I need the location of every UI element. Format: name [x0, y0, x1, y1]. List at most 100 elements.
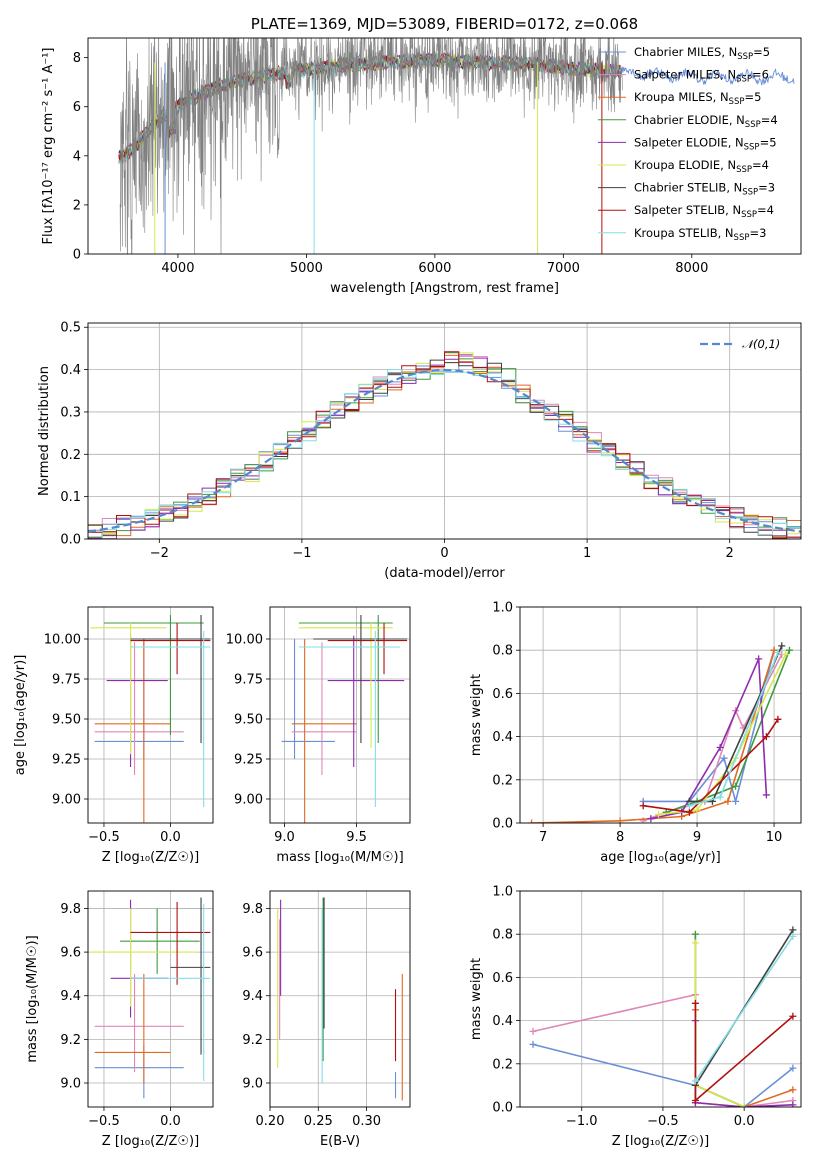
massweight_vs_Z-ytick-label: 0.0	[492, 1101, 513, 1116]
massweight-point-chabrier-miles	[732, 797, 740, 805]
spectrum-xtick-label: 6000	[418, 261, 451, 276]
massweight-point-salpeter-miles	[529, 1027, 537, 1035]
massweight-point-salpeter-stelib	[685, 808, 693, 816]
massweight_vs_age-xtick-label: 7	[539, 830, 547, 845]
residuals-ytick-label: 0.1	[60, 490, 81, 505]
spectrum-ytick-label: 6	[73, 100, 81, 115]
massweight_vs_age-chart: 7 8 9 10 0.0 0.2 0.4 0.6 0.8 1.0 age [log₁₀(age/yr…	[469, 601, 802, 865]
massweight_vs_Z-xtick-label: −1.0	[566, 1114, 598, 1129]
spectrum-xtick-label: 4000	[161, 261, 194, 276]
massweight_vs_Z-ylabel: mass weight	[469, 958, 484, 1040]
spectrum-xtick-label: 5000	[290, 261, 323, 276]
mass_vs_Z-ytick-label: 9.8	[60, 902, 81, 917]
mass_vs_EBV-ytick-label: 9.0	[242, 1077, 263, 1092]
residuals-ytick-label: 0.0	[60, 533, 81, 548]
errorbar-kroupa-miles	[94, 639, 171, 823]
errorbar-salpeter-miles	[94, 642, 184, 775]
residuals-ytick-label: 0.2	[60, 448, 81, 463]
age_vs_Z-plot-area	[90, 615, 211, 823]
errorbar-kroupa-elodie	[298, 623, 393, 748]
massweight-point-kroupa-stelib	[774, 648, 782, 656]
errorbar-kroupa-stelib	[130, 631, 211, 807]
age_vs_Z-chart: −0.5 0.0 9.00 9.25 9.50 9.75 10.00 Z [log₁₀(Z/Z…	[13, 606, 214, 865]
massweight_vs_Z-plot-area	[529, 926, 797, 1107]
errorbar-chabrier-miles	[281, 639, 335, 759]
age_vs_mass-chart: 9.0 9.5 9.00 9.25 9.50 9.75 10.00 mass [log₁₀(M…	[226, 606, 411, 865]
axes-frame	[269, 890, 411, 1108]
massweight-point-chabrier-miles	[789, 1064, 797, 1072]
errorbar-chabrier-elodie	[103, 615, 204, 735]
axes-frame	[519, 890, 802, 1108]
massweight-point-salpeter-stelib	[762, 733, 770, 741]
errorbar-kroupa-stelib	[130, 904, 211, 1081]
massweight-point-salpeter-elodie	[762, 791, 770, 799]
age_vs_Z-ytick-label: 9.50	[52, 713, 81, 728]
massweight-point-salpeter-elodie	[716, 743, 724, 751]
errorbar-salpeter-stelib	[130, 623, 211, 675]
massweight_vs_age-ytick-label: 0.6	[492, 687, 513, 702]
mass_vs_Z-xtick-label: −0.5	[88, 1114, 120, 1129]
spectrum-observed-data	[119, 38, 623, 254]
legend-entry-kroupa-miles: Kroupa MILES, NSSP=5	[634, 90, 761, 107]
errorbar-kroupa-stelib	[298, 631, 400, 807]
age_vs_Z-xtick-label: 0.0	[160, 830, 181, 845]
massweight-point-kroupa-miles	[616, 817, 624, 823]
massweight_vs_age-ytick-label: 0.2	[492, 773, 513, 788]
residuals-xtick-label: 0	[440, 546, 448, 561]
axes-frame	[87, 606, 214, 824]
mass_vs_EBV-xtick-label: 0.30	[352, 1114, 381, 1129]
residuals-ytick-label: 0.5	[60, 321, 81, 336]
residuals-xtick-label: 2	[726, 546, 734, 561]
massweight_vs_age-ylabel: mass weight	[469, 674, 484, 756]
age_vs_mass-ytick-label: 10.00	[226, 633, 263, 648]
errorbar-salpeter-stelib	[327, 623, 408, 675]
massweight_vs_Z-xtick-label: −0.5	[647, 1114, 679, 1129]
massweight-point-kroupa-elodie	[693, 806, 701, 814]
massweight-point-salpeter-stelib	[691, 1097, 699, 1105]
massweight-line-kroupa-elodie	[694, 942, 745, 1107]
massweight-point-salpeter-elodie	[647, 815, 655, 823]
mass_vs_EBV-ytick-label: 9.6	[242, 946, 263, 961]
errorbar-kroupa-miles	[291, 639, 357, 823]
mass_vs_EBV-xtick-label: 0.20	[256, 1114, 285, 1129]
age_vs_mass-xtick-label: 9.0	[274, 830, 295, 845]
massweight_vs_Z-ytick-label: 0.4	[492, 1014, 513, 1029]
axes-frame	[87, 322, 802, 540]
spectrum-ytick-label: 2	[73, 198, 81, 213]
massweight-point-chabrier-elodie	[732, 782, 740, 790]
massweight-point-chabrier-elodie	[662, 808, 670, 816]
massweight_vs_Z-ytick-label: 0.2	[492, 1057, 513, 1072]
age_vs_Z-ytick-label: 10.00	[44, 633, 81, 648]
residuals-plot-area	[88, 351, 801, 539]
mass_vs_Z-chart: −0.5 0.0 9.0 9.2 9.4 9.6 9.8 Z [log₁₀(Z/Z☉)] mas…	[25, 890, 214, 1149]
residuals-xlabel: (data-model)/error	[384, 566, 505, 581]
spectrum-xlabel: wavelength [Angstrom, rest frame]	[330, 281, 559, 296]
massweight-point-salpeter-stelib	[789, 1012, 797, 1020]
spectrum-title: PLATE=1369, MJD=53089, FIBERID=0172, z=0…	[251, 15, 638, 33]
age_vs_mass-plot-area	[281, 615, 408, 823]
massweight-point-chabrier-miles	[720, 754, 728, 762]
massweight_vs_Z-ytick-label: 0.6	[492, 971, 513, 986]
residuals-xtick-label: −1	[292, 546, 311, 561]
errorbar-salpeter-stelib	[130, 901, 211, 985]
spectrum-xtick-label: 8000	[675, 261, 708, 276]
massweight-point-kroupa-elodie	[740, 1103, 748, 1107]
massweight-point-kroupa-miles	[789, 1086, 797, 1094]
massweight_vs_age-xtick-label: 8	[616, 830, 624, 845]
spectrum-xtick-label: 7000	[547, 261, 580, 276]
legend-entry-kroupa-elodie: Kroupa ELODIE, NSSP=4	[634, 158, 769, 175]
spectrum-ytick-label: 8	[73, 51, 81, 66]
massweight-point-salpeter-stelib	[774, 715, 782, 723]
mass_vs_Z-ytick-label: 9.2	[60, 1033, 81, 1048]
mass_vs_EBV-xtick-label: 0.25	[304, 1114, 333, 1129]
massweight-point-kroupa-elodie	[655, 810, 663, 818]
spectrum-ylabel: Flux [fλ10⁻¹⁷ erg cm⁻² s⁻¹ A⁻¹]	[41, 48, 56, 245]
errorbar-kroupa-elodie	[90, 908, 198, 1007]
massweight-point-kroupa-stelib	[691, 1077, 699, 1085]
massweight-point-kroupa-miles	[770, 646, 778, 654]
residuals-xtick-label: −2	[150, 546, 169, 561]
mass_vs_Z-ylabel: mass [log₁₀(M/M☉)]	[25, 935, 40, 1062]
spectrum-ytick-label: 0	[73, 248, 81, 263]
axes-frame	[269, 606, 411, 824]
